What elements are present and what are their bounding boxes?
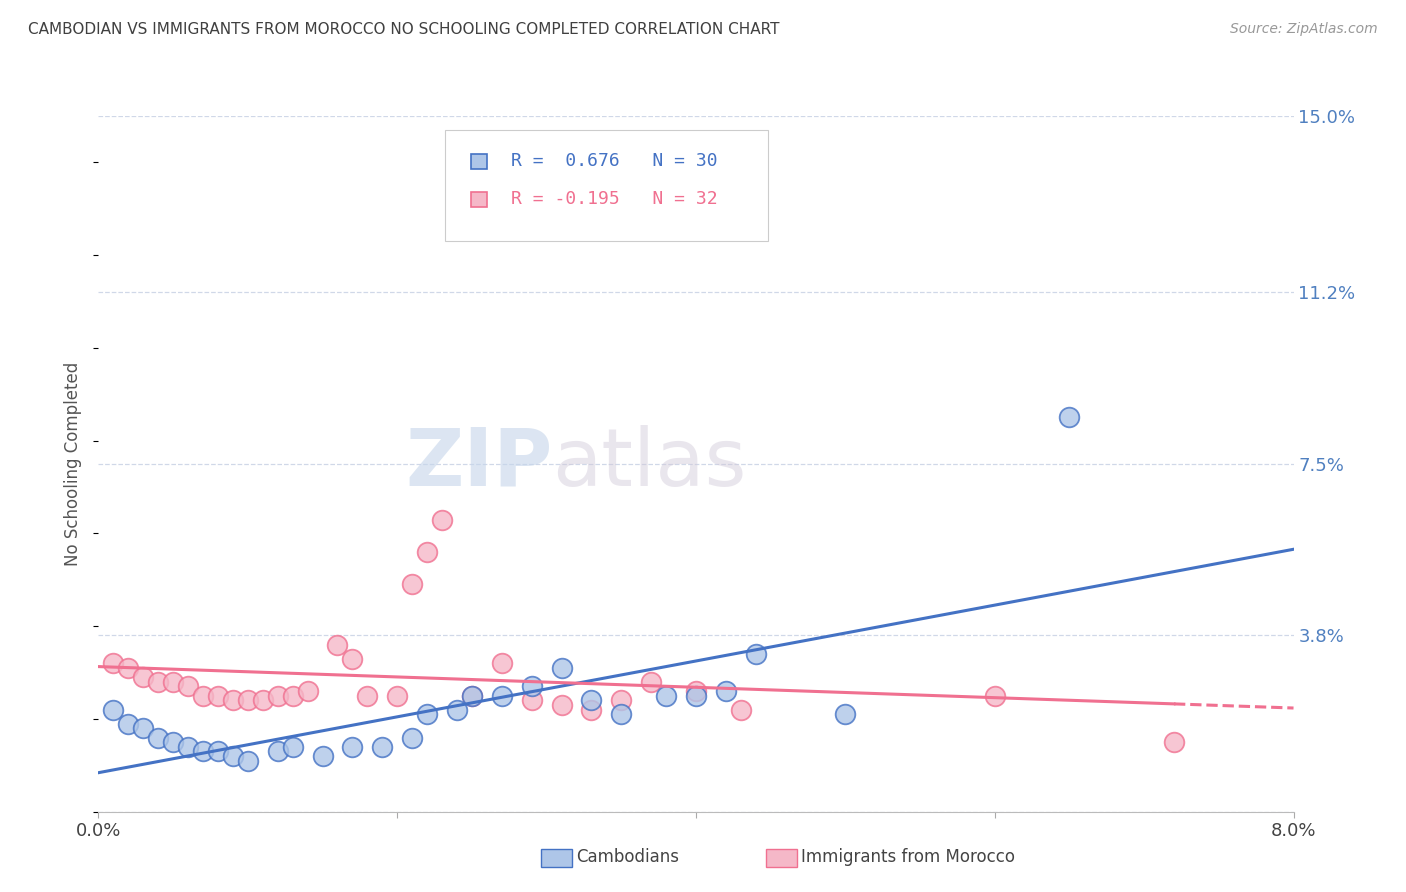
Point bbox=[983, 689, 1005, 703]
Point bbox=[311, 749, 333, 764]
Point bbox=[834, 707, 856, 722]
Point bbox=[655, 689, 678, 703]
Point bbox=[446, 703, 468, 717]
Point bbox=[103, 703, 125, 717]
Point bbox=[342, 739, 364, 754]
FancyBboxPatch shape bbox=[471, 192, 486, 207]
Point bbox=[207, 689, 229, 703]
Point bbox=[461, 689, 484, 703]
Y-axis label: No Schooling Completed: No Schooling Completed bbox=[65, 362, 83, 566]
Point bbox=[1059, 410, 1081, 425]
Point bbox=[461, 689, 484, 703]
Text: Source: ZipAtlas.com: Source: ZipAtlas.com bbox=[1230, 22, 1378, 37]
Point bbox=[148, 731, 170, 745]
Point bbox=[207, 744, 229, 758]
Point bbox=[222, 693, 245, 707]
Point bbox=[416, 545, 439, 559]
Point bbox=[685, 684, 707, 698]
Point bbox=[162, 735, 184, 749]
Point bbox=[148, 674, 170, 689]
Point bbox=[356, 689, 378, 703]
Point bbox=[342, 651, 364, 665]
Point bbox=[252, 693, 274, 707]
Text: R = -0.195   N = 32: R = -0.195 N = 32 bbox=[510, 191, 717, 209]
Point bbox=[640, 674, 662, 689]
Point bbox=[430, 512, 453, 526]
Point bbox=[117, 716, 139, 731]
Point bbox=[685, 689, 707, 703]
Point bbox=[1163, 735, 1185, 749]
Point bbox=[610, 707, 633, 722]
Point bbox=[191, 689, 214, 703]
Text: R =  0.676   N = 30: R = 0.676 N = 30 bbox=[510, 153, 717, 170]
Point bbox=[177, 739, 200, 754]
Point bbox=[267, 744, 290, 758]
Point bbox=[236, 754, 259, 768]
FancyBboxPatch shape bbox=[444, 130, 768, 241]
Point bbox=[236, 693, 259, 707]
Point bbox=[730, 703, 752, 717]
Point bbox=[745, 647, 768, 661]
Text: CAMBODIAN VS IMMIGRANTS FROM MOROCCO NO SCHOOLING COMPLETED CORRELATION CHART: CAMBODIAN VS IMMIGRANTS FROM MOROCCO NO … bbox=[28, 22, 779, 37]
Point bbox=[416, 707, 439, 722]
Point bbox=[103, 657, 125, 671]
Point bbox=[610, 693, 633, 707]
Point bbox=[222, 749, 245, 764]
Point bbox=[401, 577, 423, 591]
Point bbox=[297, 684, 319, 698]
Point bbox=[520, 680, 543, 694]
Point bbox=[520, 693, 543, 707]
FancyBboxPatch shape bbox=[471, 153, 486, 169]
Point bbox=[281, 739, 304, 754]
Point bbox=[401, 731, 423, 745]
Point bbox=[326, 638, 349, 652]
Text: ZIP: ZIP bbox=[405, 425, 553, 503]
Point bbox=[281, 689, 304, 703]
Point bbox=[117, 661, 139, 675]
Point bbox=[491, 689, 513, 703]
Text: Immigrants from Morocco: Immigrants from Morocco bbox=[801, 848, 1015, 866]
Point bbox=[132, 721, 155, 735]
Point bbox=[491, 657, 513, 671]
Point bbox=[550, 661, 572, 675]
Point bbox=[371, 739, 394, 754]
Point bbox=[385, 689, 409, 703]
Text: atlas: atlas bbox=[553, 425, 747, 503]
Point bbox=[267, 689, 290, 703]
Point bbox=[714, 684, 737, 698]
Point bbox=[550, 698, 572, 712]
Point bbox=[132, 670, 155, 684]
Point bbox=[191, 744, 214, 758]
Point bbox=[581, 703, 603, 717]
Point bbox=[581, 693, 603, 707]
Point bbox=[177, 680, 200, 694]
Point bbox=[162, 674, 184, 689]
Text: Cambodians: Cambodians bbox=[576, 848, 679, 866]
